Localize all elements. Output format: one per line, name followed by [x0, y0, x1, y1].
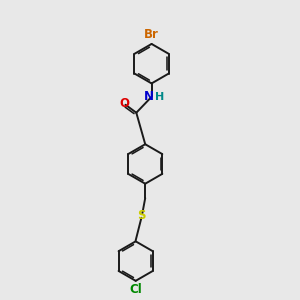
Text: S: S: [137, 209, 146, 222]
Text: Br: Br: [144, 28, 159, 41]
Text: O: O: [119, 97, 129, 110]
Text: H: H: [155, 92, 164, 102]
Text: N: N: [144, 90, 154, 103]
Text: Cl: Cl: [129, 284, 142, 296]
